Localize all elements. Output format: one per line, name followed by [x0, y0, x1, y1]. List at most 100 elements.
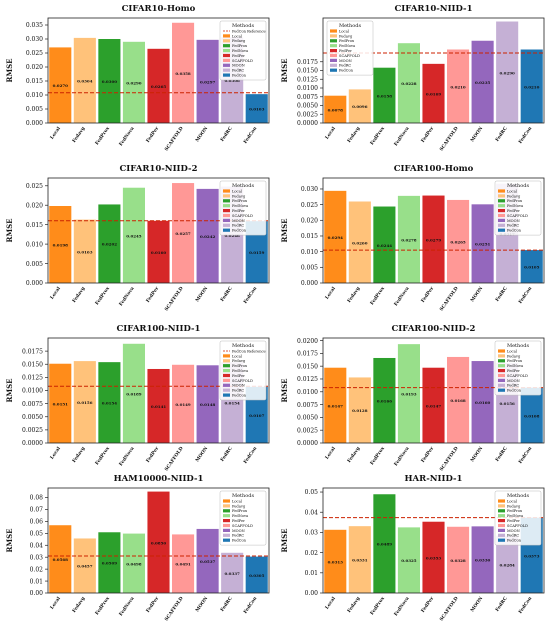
bar-fedper [422, 195, 445, 283]
y-axis-label: RMSE [5, 219, 14, 243]
legend-swatch [330, 68, 337, 72]
y-tick-label: 0.0000 [297, 120, 318, 127]
legend-swatch [223, 364, 230, 368]
legend-swatch [330, 53, 337, 58]
legend-title: Methods [232, 493, 255, 499]
x-tick-label: FedCon [517, 285, 533, 305]
bar-value-label: 0.0305 [249, 573, 265, 578]
bar-value-label: 0.0242 [200, 234, 216, 239]
x-tick-label: FedRC [219, 125, 234, 142]
y-tick-label: 0.010 [301, 249, 318, 256]
legend-title: Methods [232, 343, 255, 349]
chart-panel: CIFAR10-NIID-1 0.0000 0.0025 0.0050 0.0075 0.… [275, 0, 550, 155]
legend-swatch [223, 223, 230, 227]
bar-value-label: 0.0158 [377, 93, 393, 98]
y-tick-label: 0.025 [301, 202, 318, 209]
legend-swatch [223, 194, 230, 198]
x-tick-label: FedCon [517, 595, 533, 615]
y-tick-label: 0.02 [30, 566, 44, 573]
x-tick-label: SCAFFOLD [439, 126, 460, 153]
legend-entry-label: Local [507, 499, 518, 503]
legend-box [494, 340, 542, 396]
legend-entry-label: FedProx [232, 44, 247, 48]
legend-entry-label: SCAFFOLD [232, 524, 253, 528]
bar-value-label: 0.0159 [249, 250, 265, 255]
x-tick-label: FedPer [145, 125, 160, 144]
legend-title: Methods [507, 493, 530, 499]
bar-value-label: 0.0103 [249, 107, 265, 112]
bar-fedprox [98, 204, 121, 283]
legend-entry-label: FedCon [339, 69, 354, 73]
y-tick-label: 0.01 [30, 578, 43, 585]
bar-fedper [147, 368, 170, 443]
y-tick-label: 0.025 [26, 183, 43, 190]
legend-swatch [498, 209, 505, 213]
legend-swatch [330, 44, 337, 48]
bar-value-label: 0.0107 [249, 413, 265, 418]
chart-panel: CIFAR100-NIID-1 0.0000 0.0025 0.0050 0.0075 0… [0, 320, 275, 475]
legend-entry-label: FedRC [232, 389, 244, 393]
x-tick-label: Local [49, 596, 62, 611]
legend-swatch [498, 349, 505, 353]
x-tick-label: Local [324, 446, 337, 461]
y-tick-label: 0.03 [305, 530, 319, 537]
legend: MethodsLocalFedavgFedProxFedNovaFedPerSC… [494, 340, 542, 396]
bar-value-label: 0.0850 [151, 540, 167, 545]
y-tick-label: 0.0075 [297, 402, 318, 409]
bar-moon [471, 204, 494, 283]
y-tick-label: 0.0100 [22, 388, 43, 395]
y-tick-label: 0.0175 [22, 348, 43, 355]
bar-value-label: 0.0148 [200, 402, 216, 407]
legend-entry-label: FedRC [232, 224, 244, 228]
bar-fedavg [73, 219, 96, 283]
bar-value-label: 0.0278 [401, 237, 417, 242]
x-tick-label: Local [49, 446, 62, 461]
bar-value-label: 0.0313 [328, 559, 344, 564]
legend-swatch [498, 204, 505, 208]
bar-fedavg [348, 377, 371, 443]
x-tick-label: FedPer [145, 445, 160, 464]
bar-local [49, 206, 72, 283]
legend-swatch [498, 383, 505, 387]
y-tick-label: 0.005 [301, 265, 318, 272]
bar-value-label: 0.0168 [450, 398, 466, 403]
bar-fednova [397, 344, 420, 443]
legend-title: Methods [507, 343, 530, 349]
y-tick-label: 0.0150 [297, 363, 318, 370]
y-axis-label: RMSE [5, 59, 14, 83]
legend-entry-label: FedCon [232, 539, 247, 543]
plot-frame [322, 487, 545, 594]
x-tick-label: FedProx [369, 595, 386, 616]
legend-entry-label: MOON [232, 219, 245, 223]
bar-moon [471, 361, 494, 443]
x-tick-label: FedNova [393, 446, 411, 468]
legend-swatch [330, 58, 337, 62]
chart-svg: CIFAR100-Homo 0.000 0.005 0.010 0.015 0.020 0.… [280, 164, 545, 312]
x-tick-label: FedRC [219, 285, 234, 302]
y-tick-label: 0.035 [26, 22, 43, 29]
x-tick-label: FedNova [118, 596, 136, 618]
legend-entry-label: MOON [507, 219, 520, 223]
y-axis-label: RMSE [5, 379, 14, 403]
legend-swatch [223, 509, 230, 513]
legend-swatch [498, 538, 505, 542]
bar-fedcon [520, 387, 543, 443]
bar-value-label: 0.0498 [126, 561, 142, 566]
x-tick-label: FedRC [494, 125, 509, 142]
x-tick-label: FedPer [420, 125, 435, 144]
bar-value-label: 0.0147 [328, 403, 344, 408]
legend-swatch [223, 393, 230, 397]
x-tick-label: FedPer [420, 445, 435, 464]
x-tick-label: SCAFFOLD [164, 596, 185, 623]
legend-swatch [223, 53, 230, 58]
bar-moon [196, 365, 219, 443]
bar-fedprox [373, 67, 396, 123]
legend-swatch [223, 373, 230, 378]
y-tick-label: 0.0125 [22, 375, 43, 382]
x-tick-label: Local [324, 596, 337, 611]
legend: MethodsLocalFedavgFedProxFedNovaFedPerSC… [494, 490, 542, 546]
chart-panel: CIFAR100-Homo 0.000 0.005 0.010 0.015 0.020 0.… [275, 160, 550, 315]
bar-value-label: 0.0228 [401, 81, 417, 86]
x-tick-label: MOON [194, 445, 209, 463]
legend-swatch [223, 533, 230, 537]
